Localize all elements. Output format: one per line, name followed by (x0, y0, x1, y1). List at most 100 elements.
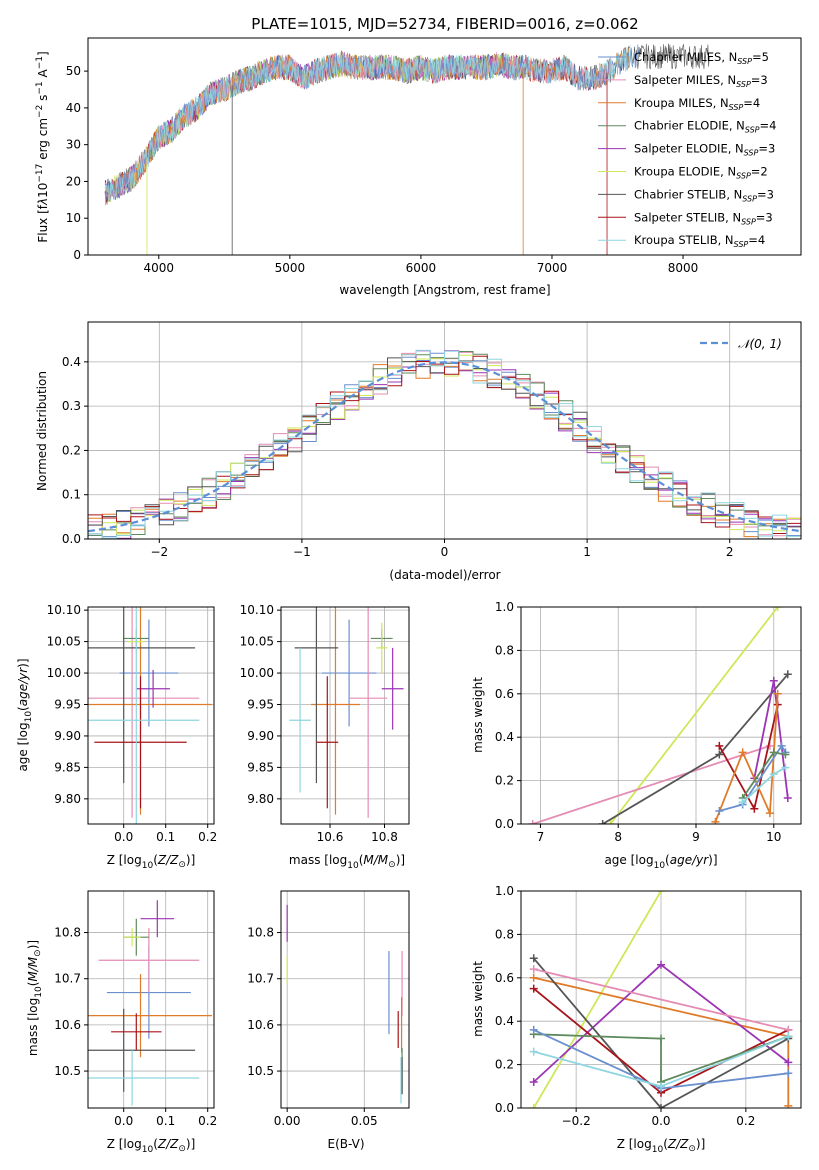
mass-weight-vs-age-line-kroupa_elodie (609, 607, 779, 824)
spectrum-y-tick-label: 20 (66, 174, 81, 188)
mass-vs-Z-x-tick-label: 0.1 (156, 1114, 175, 1128)
age-vs-mass-y-tick-label: 10.10 (240, 603, 274, 617)
mass-weight-vs-Z-marker-kroupa_stelib (529, 1047, 538, 1056)
legend-label: Chabrier STELIB, NSSP=3 (634, 187, 774, 203)
mass-vs-Z-y-tick-label: 10.6 (54, 1018, 81, 1032)
mass-weight-vs-age-marker-kroupa_elodie (773, 607, 782, 611)
histogram-y-tick-label: 0.4 (62, 355, 81, 369)
histogram-x-axis-label: (data-model)/error (389, 568, 500, 582)
spectrum-y-axis-label: Flux [fλ10−17 erg cm−2 s−1 A−1] (35, 51, 50, 242)
mass-vs-Z-y-axis-label: mass [log10(M/M⊙)] (26, 940, 44, 1056)
mass-weight-vs-Z-y-tick-label: 0.2 (495, 1058, 514, 1072)
mass-weight-vs-Z-marker-salpeter_elodie (529, 1077, 538, 1086)
age-vs-Z-plot-area (88, 607, 212, 824)
mass-weight-vs-Z-plot-area (529, 891, 793, 1108)
mass-weight-vs-Z-line-salpeter_miles (533, 968, 789, 1031)
age-vs-Z-x-tick-label: 0.1 (156, 830, 175, 844)
spectrum-x-tick-label: 8000 (668, 261, 699, 275)
age-vs-mass-x-tick-label: 10.6 (317, 830, 344, 844)
histogram-frame (87, 321, 802, 540)
mass-weight-vs-Z-marker-salpeter_miles (529, 965, 538, 974)
mass-vs-Z-x-tick-label: 0.2 (198, 1114, 217, 1128)
mass-weight-vs-age-y-tick-label: 0.6 (495, 687, 514, 701)
mass-weight-vs-age-marker-kroupa_stelib (769, 770, 778, 779)
mass-weight-vs-Z-line-chabrier_stelib (533, 957, 789, 1108)
spectrum-y-tick-label: 50 (66, 64, 81, 78)
mass-vs-Z-x-axis-label: Z [log10(Z/Z⊙)] (107, 1137, 196, 1155)
mass-weight-vs-age-x-axis-label: age [log10(age/yr)] (604, 853, 717, 871)
mass-weight-vs-Z-x-tick-label: 0.2 (736, 1114, 755, 1128)
histogram-x-tick-label: −2 (150, 545, 168, 559)
mass-vs-EBV-x-tick-label: 0.00 (274, 1114, 301, 1128)
age-vs-Z-y-tick-label: 9.95 (54, 697, 81, 711)
mass-weight-vs-Z-marker-chabrier_miles (784, 1069, 793, 1078)
legend-label: Kroupa ELODIE, NSSP=2 (634, 165, 768, 181)
age-vs-Z-x-tick-label: 0.0 (114, 830, 133, 844)
mass-weight-vs-age-marker-salpeter_elodie (769, 676, 778, 685)
mass-weight-vs-age-marker-kroupa_miles (711, 817, 720, 824)
mass-weight-vs-Z-y-axis-label: mass weight (471, 961, 485, 1037)
mass-weight-vs-age-line-chabrier_elodie (741, 751, 786, 799)
spectrum-panel: 4000 5000 6000 7000 8000 0 10 20 30 40 50 Chabrier … (66, 37, 802, 275)
age-vs-mass-y-tick-label: 10.05 (240, 635, 274, 649)
age-vs-mass-y-tick-label: 9.90 (247, 729, 274, 743)
age-vs-mass-frame (280, 606, 410, 825)
legend-label: Salpeter ELODIE, NSSP=3 (634, 142, 775, 158)
mass-vs-EBV-y-tick-label: 10.6 (247, 1018, 274, 1032)
mass-weight-vs-age-marker-chabrier_stelib (783, 670, 792, 679)
spectrum-y-tick-label: 30 (66, 138, 81, 152)
mass-weight-vs-Z-x-tick-label: 0.0 (651, 1114, 670, 1128)
mass-weight-vs-Z-marker-chabrier_elodie (657, 1034, 665, 1043)
mass-weight-vs-age-line-chabrier_miles (719, 744, 787, 812)
spectrum-plot-area (104, 43, 710, 255)
legend-label: Salpeter STELIB, NSSP=3 (634, 210, 773, 226)
histogram-x-tick-label: 0 (441, 545, 449, 559)
mass-weight-vs-age-plot-area (528, 607, 792, 824)
histogram-y-tick-label: 0.2 (62, 443, 81, 457)
spectrum-y-tick-label: 10 (66, 211, 81, 225)
histogram-y-tick-label: 0.0 (62, 532, 81, 546)
mass-weight-vs-age-marker-chabrier_miles (715, 806, 724, 815)
histogram-x-tick-label: −1 (293, 545, 311, 559)
mass-weight-vs-age-marker-chabrier_miles (777, 741, 786, 750)
mass-weight-vs-Z-line-chabrier_elodie (533, 1033, 789, 1084)
age-vs-mass-y-tick-label: 9.95 (247, 697, 274, 711)
age-vs-Z-y-tick-label: 9.85 (54, 760, 81, 774)
legend-label: Salpeter MILES, NSSP=3 (634, 73, 768, 89)
mass-vs-EBV-plot-area (286, 904, 403, 1104)
mass-weight-vs-Z-frame (520, 890, 802, 1109)
mass-weight-vs-Z-marker-kroupa_stelib (657, 1082, 665, 1091)
spectrum-x-tick-label: 4000 (144, 261, 175, 275)
mass-weight-vs-age-marker-kroupa_miles (773, 689, 782, 698)
mass-weight-vs-age-y-tick-label: 0.0 (495, 817, 514, 831)
spectrum-y-tick-label: 0 (73, 248, 81, 262)
spectrum-line-kroupa_stelib (104, 44, 631, 202)
histogram-y-axis-label: Normed distribution (35, 371, 49, 491)
age-vs-mass-plot-area (289, 607, 404, 818)
mass-weight-vs-Z-y-tick-label: 0.0 (495, 1101, 514, 1115)
legend-label: Kroupa MILES, NSSP=4 (634, 96, 760, 112)
mass-weight-vs-Z-y-tick-label: 0.8 (495, 927, 514, 941)
legend-label: Chabrier MILES, NSSP=5 (634, 50, 769, 66)
mass-weight-vs-Z-line-kroupa_elodie (532, 891, 662, 1108)
mass-weight-vs-age-marker-salpeter_stelib (715, 741, 724, 750)
age-vs-Z-y-axis-label: age [log10(age/yr)] (16, 658, 34, 771)
mass-weight-vs-age-marker-salpeter_miles (528, 820, 537, 824)
age-vs-mass-x-axis-label: mass [log10(M/M⊙)] (289, 853, 405, 871)
mass-vs-Z-frame (87, 890, 215, 1109)
age-vs-mass-y-tick-label: 9.80 (247, 792, 274, 806)
mass-weight-vs-age-marker-kroupa_elodie (606, 820, 615, 824)
mass-weight-vs-age-x-tick-label: 10 (766, 830, 781, 844)
mass-vs-Z-x-tick-label: 0.0 (114, 1114, 133, 1128)
normal-legend-label: 𝒩(0, 1) (738, 337, 782, 351)
mass-weight-vs-age-frame (520, 606, 802, 825)
mass-weight-vs-age-y-axis-label: mass weight (471, 677, 485, 753)
mass-weight-vs-age-y-tick-label: 0.8 (495, 643, 514, 657)
mass-vs-EBV-y-tick-label: 10.8 (247, 926, 274, 940)
mass-weight-vs-Z-marker-kroupa_elodie (529, 1104, 538, 1108)
mass-weight-vs-Z-marker-chabrier_stelib (657, 1104, 665, 1108)
age-vs-Z-x-tick-label: 0.2 (198, 830, 217, 844)
mass-weight-vs-Z-marker-kroupa_miles (529, 973, 538, 982)
figure-title: PLATE=1015, MJD=52734, FIBERID=0016, z=0… (251, 15, 638, 33)
